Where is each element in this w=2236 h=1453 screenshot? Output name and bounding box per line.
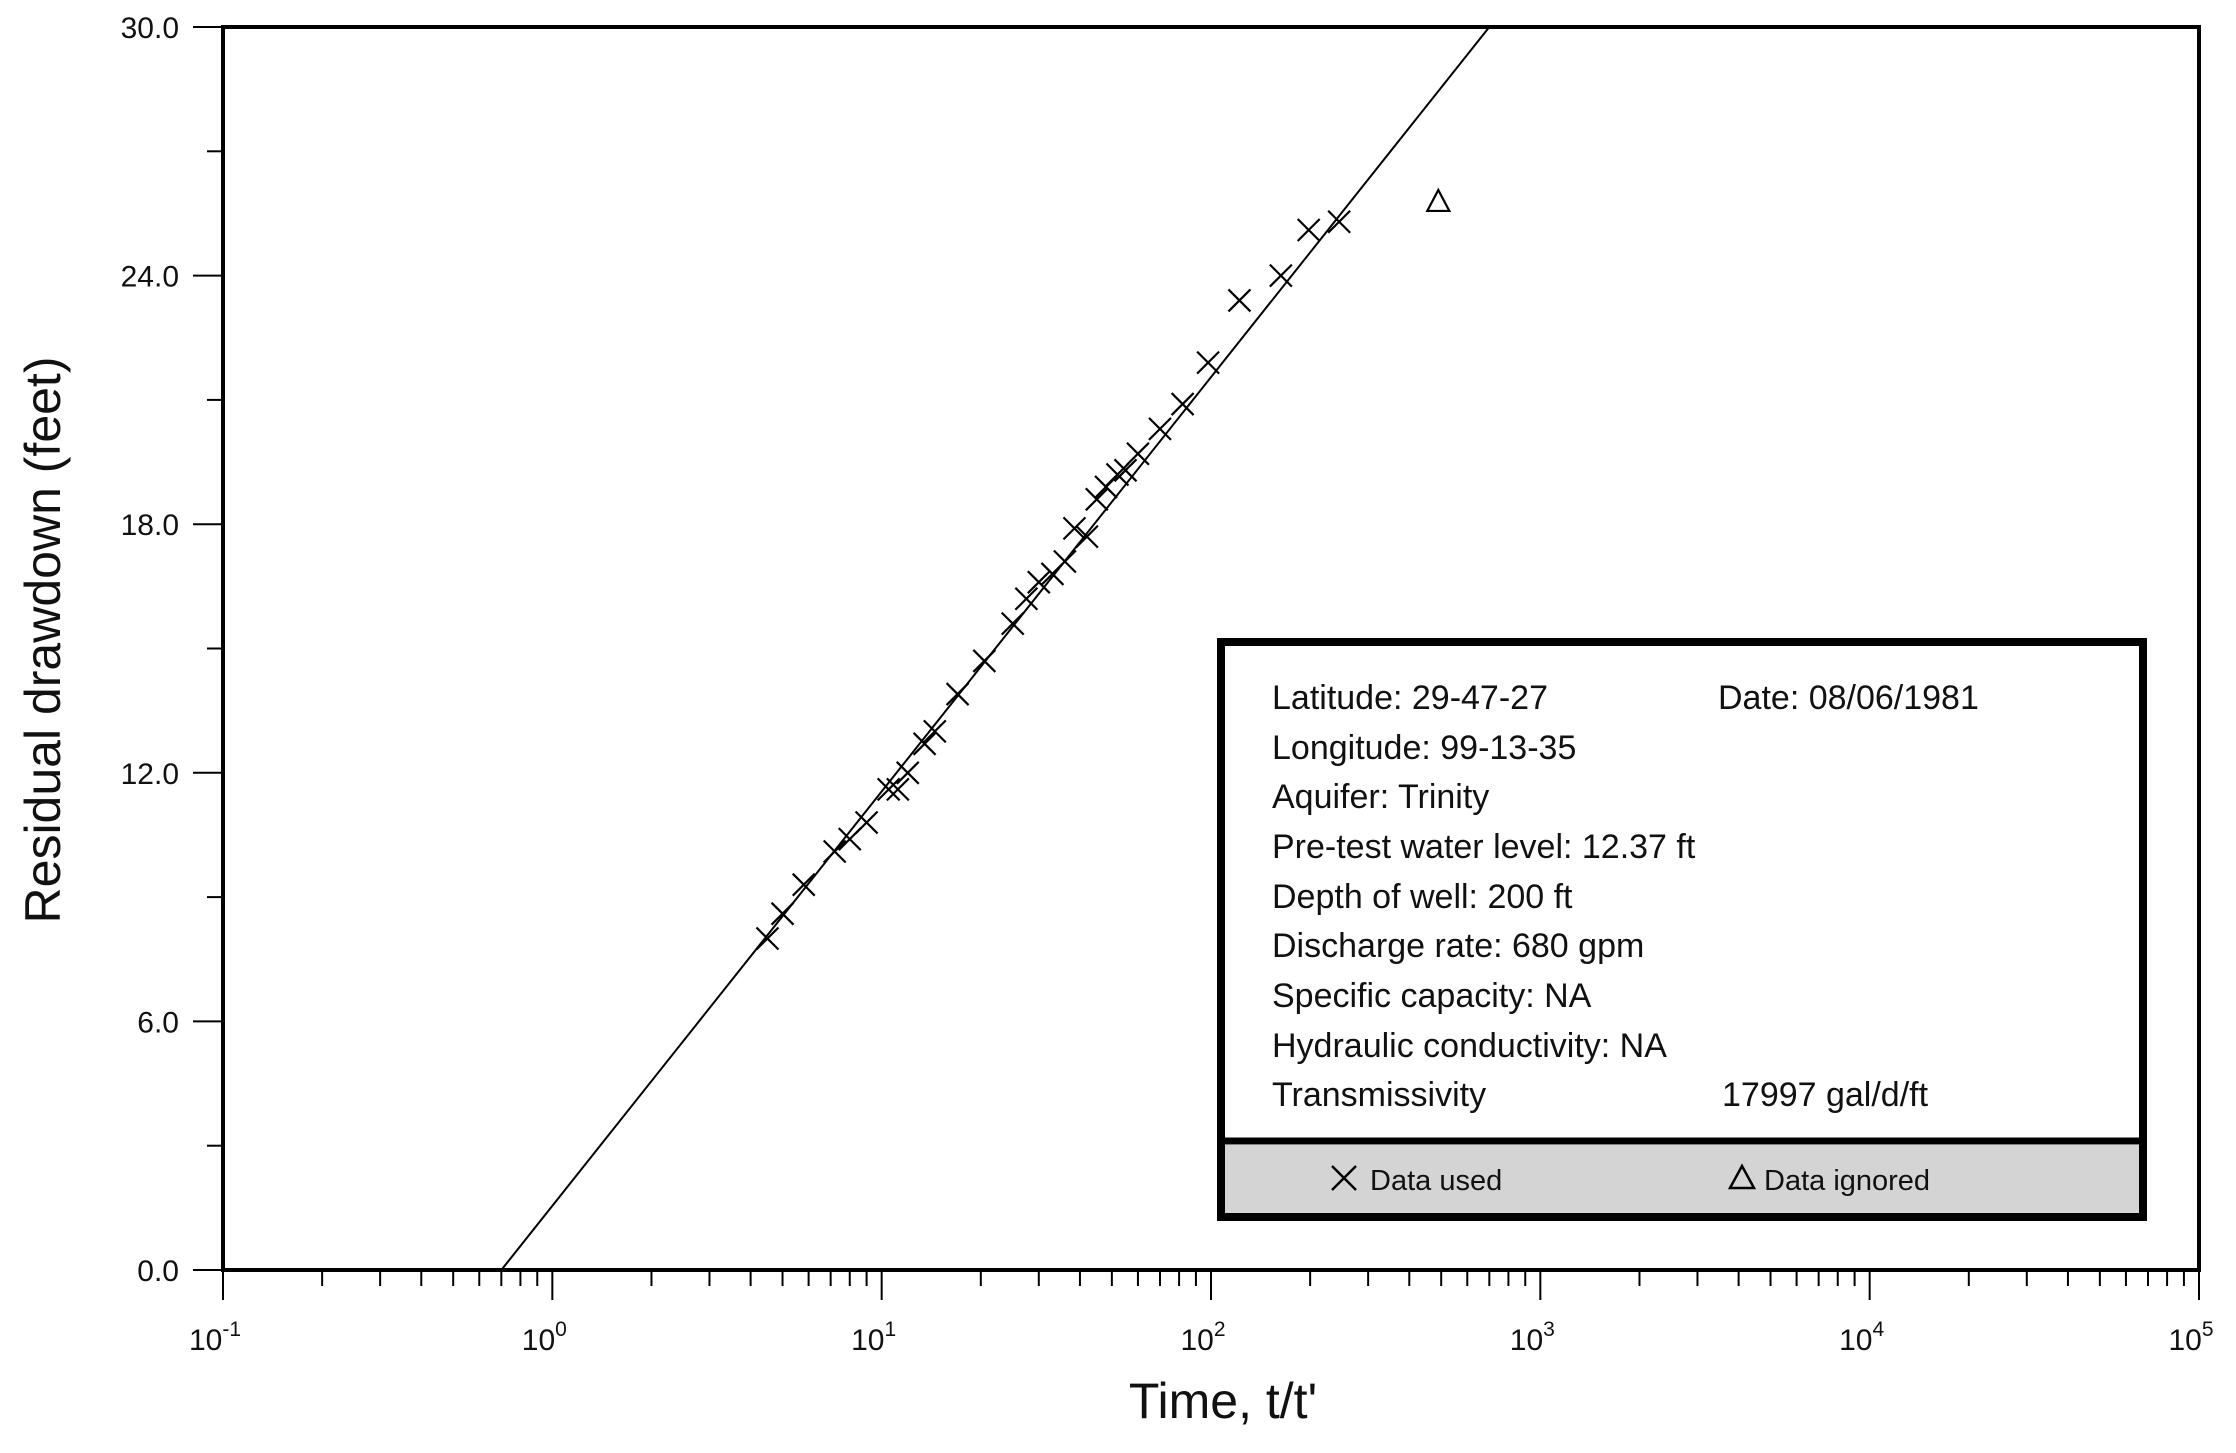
y-tick-label: 18.0 <box>121 509 179 542</box>
data-used-point <box>1000 611 1025 636</box>
y-tick-label: 24.0 <box>121 261 179 294</box>
x-tick-label: 105 <box>2168 1318 2213 1357</box>
legend-x-marker-icon <box>1331 1165 1357 1191</box>
x-tick-label: 10-1 <box>189 1318 241 1357</box>
latitude-text: Latitude: 29-47-27 <box>1272 679 1548 717</box>
data-used-point <box>1075 524 1099 549</box>
info-box-frame <box>1217 638 2147 1221</box>
data-used-point <box>895 761 920 785</box>
data-used-point <box>770 901 795 926</box>
data-used-point <box>1296 218 1321 242</box>
data-used-point <box>1148 417 1172 441</box>
data-used-point <box>755 926 780 951</box>
fit-line <box>500 26 1491 1271</box>
data-used-point <box>1105 462 1130 487</box>
data-used-point <box>886 777 910 802</box>
data-used-point <box>1113 458 1138 483</box>
legend-data-used: Data used <box>1370 1165 1502 1197</box>
data-used-point <box>1085 487 1109 512</box>
legend-triangle-marker-icon <box>1727 1163 1757 1190</box>
data-used-point <box>972 649 997 673</box>
data-used-point <box>854 810 879 835</box>
y-tick-label: 6.0 <box>137 1006 179 1039</box>
data-used-point <box>791 872 816 897</box>
data-used-point <box>1227 288 1252 313</box>
x-tick-label: 101 <box>851 1318 896 1357</box>
data-used-point <box>1053 549 1077 574</box>
y-axis-title: Residual drawdown (feet) <box>15 357 71 924</box>
data-markers <box>755 187 1452 951</box>
x-tick-label: 102 <box>1180 1318 1225 1357</box>
y-tick-label: 30.0 <box>121 12 179 45</box>
data-used-point <box>1327 209 1351 234</box>
specific-capacity-text: Specific capacity: NA <box>1272 977 1592 1015</box>
y-tick-label: 12.0 <box>121 758 179 791</box>
date-text: Date: 08/06/1981 <box>1718 679 1979 717</box>
data-used-point <box>876 777 901 802</box>
transmissivity-value: 17997 gal/d/ft <box>1722 1076 1929 1114</box>
aquifer-text: Aquifer: Trinity <box>1272 778 1489 816</box>
fit-line-layer <box>500 26 1491 1271</box>
data-used-point <box>923 719 947 744</box>
longitude-text: Longitude: 99-13-35 <box>1272 729 1576 767</box>
data-used-point <box>1196 350 1220 375</box>
data-used-point <box>1126 441 1150 466</box>
data-used-point <box>1269 263 1293 288</box>
water-level-text: Pre-test water level: 12.37 ft <box>1272 828 1696 866</box>
x-axis-ticks: 10-1 100 101 102 103 104 105 <box>189 1270 2214 1357</box>
x-tick-label: 103 <box>1510 1318 1555 1357</box>
data-used-point <box>1014 587 1039 611</box>
transmissivity-label: Transmissivity <box>1272 1076 1486 1114</box>
legend-strip <box>1225 1145 2139 1213</box>
x-tick-label: 104 <box>1839 1318 1884 1357</box>
discharge-rate-text: Discharge rate: 680 gpm <box>1272 927 1644 965</box>
data-ignored-point <box>1425 187 1452 213</box>
data-used-point <box>1062 516 1087 541</box>
y-tick-label: 0.0 <box>137 1255 179 1288</box>
well-depth-text: Depth of well: 200 ft <box>1272 878 1573 916</box>
data-used-point <box>945 682 970 706</box>
x-tick-label: 100 <box>522 1318 567 1357</box>
data-used-point <box>1170 392 1195 416</box>
hydraulic-conductivity-text: Hydraulic conductivity: NA <box>1272 1027 1667 1065</box>
legend-data-ignored: Data ignored <box>1764 1165 1930 1197</box>
data-used-point <box>822 839 847 864</box>
x-axis-title: Time, t/t' <box>1129 1373 1317 1429</box>
data-used-point <box>912 732 937 756</box>
info-box: Latitude: 29-47-27 Date: 08/06/1981 Long… <box>1217 638 2147 1221</box>
y-axis-ticks: 0.0 6.0 12.0 18.0 24.0 30.0 <box>121 12 223 1288</box>
data-used-point <box>1027 570 1051 594</box>
